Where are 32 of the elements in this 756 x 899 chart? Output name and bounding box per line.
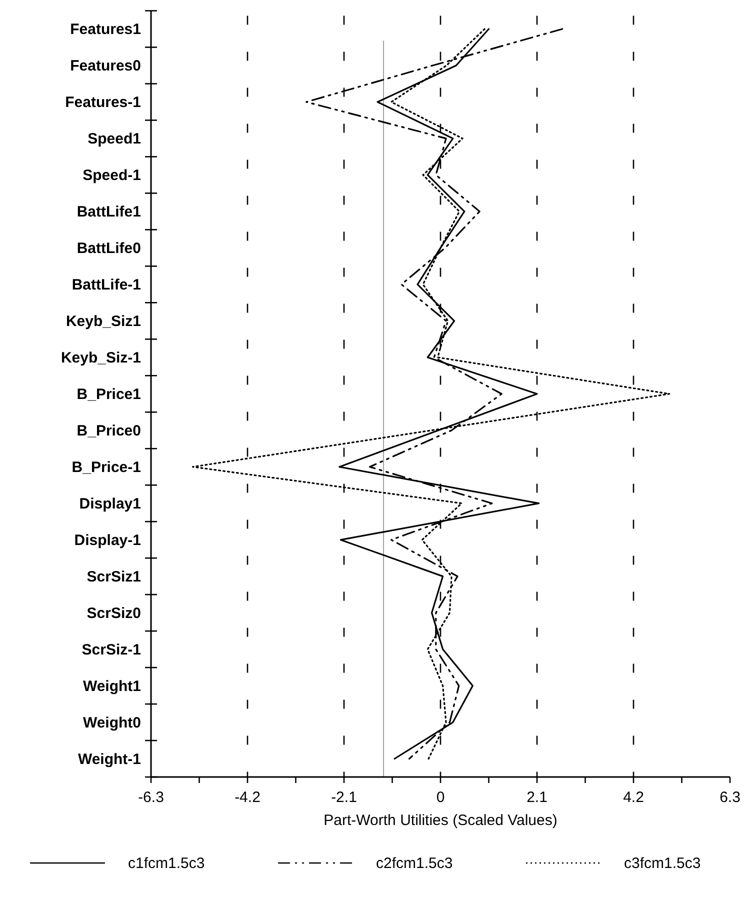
y-tick-label: Display1	[79, 495, 141, 512]
x-tick-label: 6.3	[720, 789, 740, 806]
y-tick-label: Features1	[70, 20, 141, 38]
y-tick-label: Keyb_Siz1	[66, 312, 141, 330]
legend-label: c2fcm1.5c3	[376, 855, 453, 872]
y-tick-label: ScrSiz0	[86, 604, 141, 622]
y-tick-label: Display-1	[74, 532, 141, 549]
x-tick-label: -6.3	[138, 789, 164, 806]
x-tick-label: -4.2	[234, 789, 260, 806]
x-tick-label: 2.1	[526, 789, 548, 806]
x-tick-label: -2.1	[331, 789, 357, 806]
y-tick-label: Features0	[70, 57, 141, 74]
y-tick-label: Speed1	[88, 130, 141, 148]
y-tick-label: ScrSiz1	[86, 568, 141, 586]
y-tick-label: B_Price0	[76, 422, 141, 440]
y-tick-label: ScrSiz-1	[82, 641, 141, 658]
y-tick-label: Features-1	[65, 94, 141, 111]
y-tick-label: BattLife1	[76, 203, 141, 220]
y-tick-label: Speed-1	[82, 166, 141, 184]
y-tick-label: Weight1	[82, 678, 141, 695]
x-tick-label: 0	[436, 789, 445, 806]
legend-label: c3fcm1.5c3	[624, 855, 701, 872]
y-tick-label: BattLife-1	[72, 276, 141, 294]
y-tick-label: B_Price-1	[72, 458, 141, 476]
legend-label: c1fcm1.5c3	[128, 855, 205, 872]
y-tick-label: Weight0	[82, 714, 141, 732]
y-tick-label: Keyb_Siz-1	[60, 349, 141, 366]
x-tick-label: 4.2	[623, 789, 644, 806]
y-tick-label: BattLife0	[76, 240, 141, 257]
x-axis-title: Part-Worth Utilities (Scaled Values)	[324, 812, 558, 829]
y-tick-label: B_Price1	[76, 386, 141, 403]
y-tick-label: Weight-1	[78, 750, 141, 768]
